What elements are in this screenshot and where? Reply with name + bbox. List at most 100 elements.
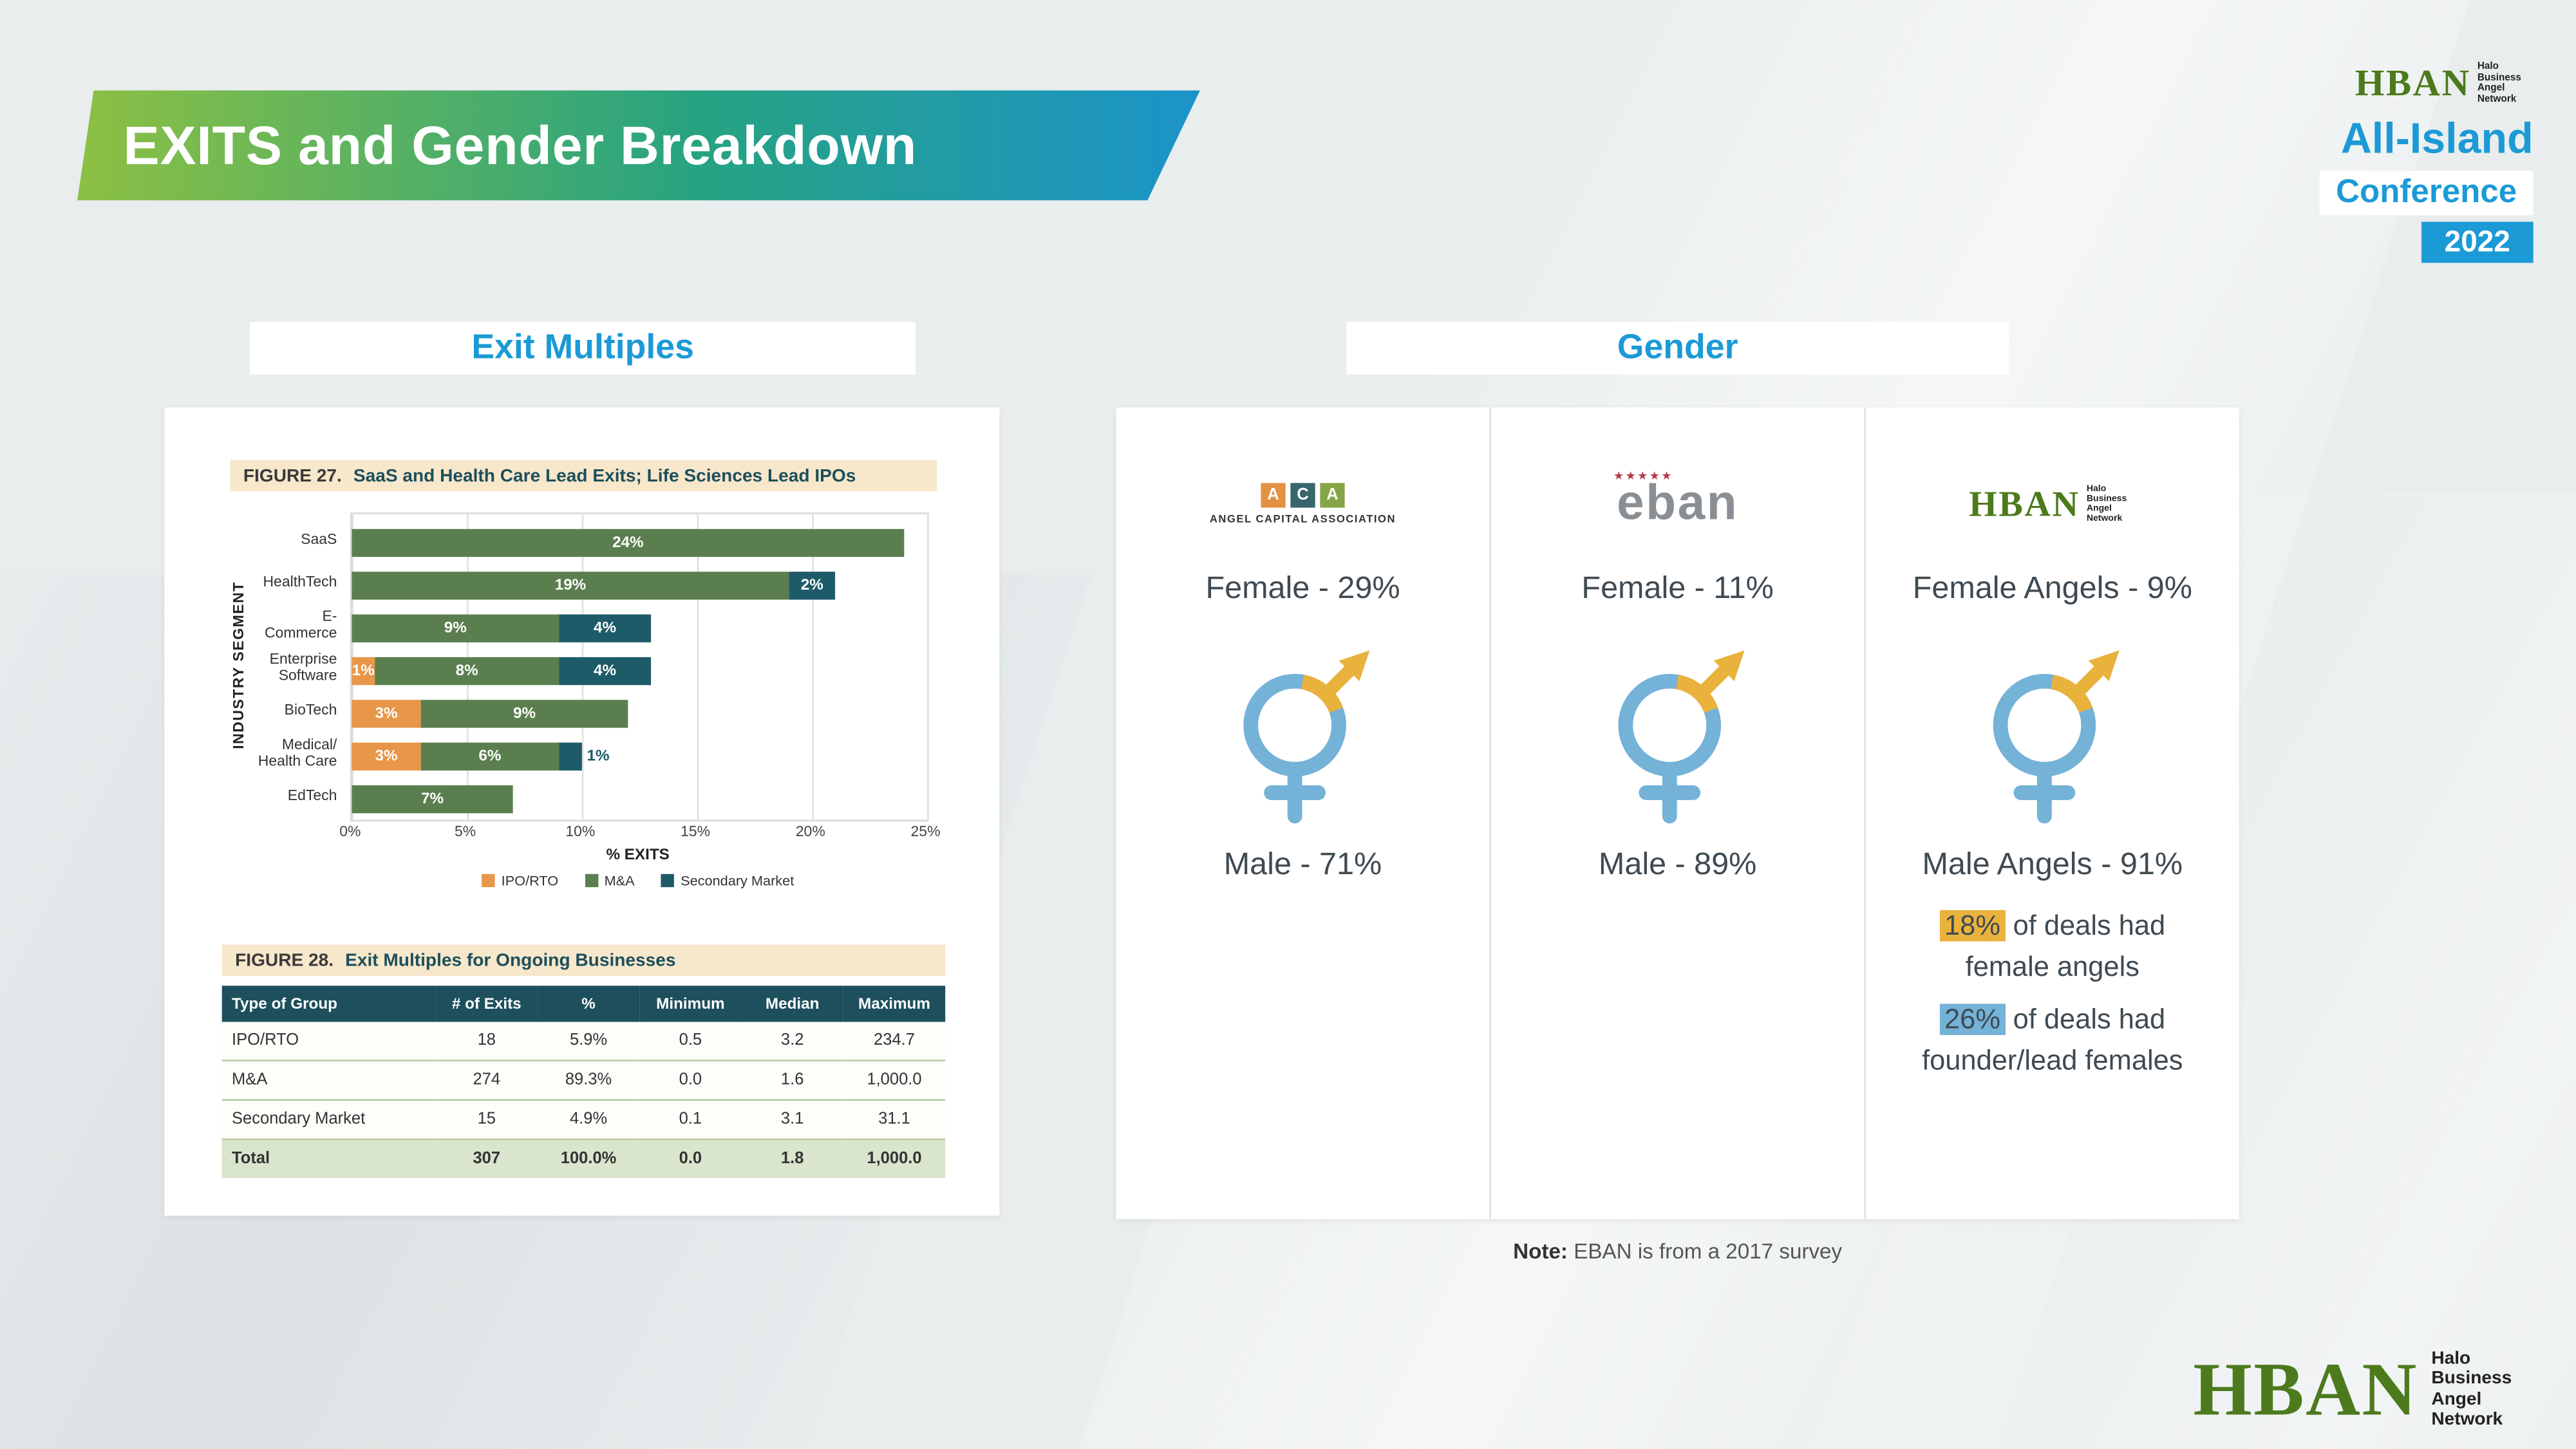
- table-cell: 89.3%: [537, 1060, 640, 1101]
- note-label: Note:: [1513, 1239, 1568, 1264]
- aca-logo: A C A ANGEL CAPITAL ASSOCIATION: [1116, 453, 1490, 555]
- exit-multiples-card: FIGURE 27. SaaS and Health Care Lead Exi…: [164, 407, 1000, 1216]
- gender-column-hban: HBAN Halo Business Angel Network Female …: [1866, 407, 2239, 1219]
- stat-founder-lead-females: 26% of deals had founder/lead females: [1866, 1001, 2239, 1082]
- table-cell: 0.0: [639, 1060, 742, 1101]
- female-share-label: Female Angels - 9%: [1912, 572, 2192, 606]
- table-cell: 3.2: [741, 1022, 843, 1061]
- stat-highlight: 26%: [1939, 1004, 2006, 1036]
- eban-stars-icon: ★★★★★: [1613, 471, 1673, 483]
- stat-text: founder/lead females: [1922, 1044, 2183, 1076]
- hban-logo-top: HBAN Halo Business Angel Network: [2355, 62, 2534, 107]
- bar-segment-label: 2%: [800, 575, 823, 594]
- deal-stats: 18% of deals had female angels 26% of de…: [1866, 907, 2239, 1082]
- gender-symbol-icon: [1243, 650, 1369, 824]
- legend-item: M&A: [584, 872, 635, 889]
- hban-logo-text: HBAN: [2193, 1347, 2418, 1431]
- table-cell: IPO/RTO: [221, 1022, 436, 1061]
- stat-female-angels: 18% of deals had female angels: [1866, 907, 2239, 988]
- aca-logo-letter: A: [1261, 483, 1286, 508]
- x-tick-label: 15%: [681, 823, 711, 840]
- table-cell: 1,000.0: [843, 1138, 946, 1178]
- chart-row: 19% 2%: [352, 563, 927, 606]
- eban-logo-wrap: ★★★★★ eban: [1613, 471, 1738, 529]
- industry-segment-axis-label: INDUSTRY SEGMENT: [230, 581, 247, 749]
- x-tick-label: 25%: [910, 823, 941, 840]
- symbol-circle: [1243, 673, 1346, 777]
- gender-symbol-icon: [1992, 650, 2119, 824]
- gender-column-aca: A C A ANGEL CAPITAL ASSOCIATION Female -…: [1116, 407, 1490, 1219]
- legend-item: IPO/RTO: [482, 872, 558, 889]
- page-title: EXITS and Gender Breakdown: [123, 114, 917, 175]
- stat-text: of deals had: [2005, 1004, 2166, 1036]
- table-cell: 274: [435, 1060, 538, 1101]
- table-cell: Total: [221, 1138, 436, 1178]
- bar-segment-label: 8%: [455, 661, 478, 680]
- aca-logo-letter: C: [1290, 483, 1315, 508]
- male-arrow: [2069, 660, 2109, 700]
- all-island-label: All-Island: [2340, 113, 2534, 163]
- hban-conference-branding: HBAN Halo Business Angel Network All-Isl…: [2319, 62, 2534, 263]
- category-label: Medical/ Health Care: [258, 736, 337, 769]
- bar-segment-label: 24%: [612, 533, 644, 552]
- figure28-title: Exit Multiples for Ongoing Businesses: [340, 950, 676, 971]
- category-labels: SaaS HealthTech E-Commerce Enterprise Softw…: [256, 512, 345, 818]
- legend-label: IPO/RTO: [501, 872, 559, 889]
- legend: IPO/RTO M&A Secondary Market: [309, 872, 966, 889]
- table-cell: 4.9%: [537, 1099, 640, 1141]
- symbol-circle: [1617, 673, 1720, 777]
- x-tick-label: 0%: [339, 823, 361, 840]
- table-header-cell: Maximum: [843, 986, 946, 1022]
- hban-logo-subtext: Halo Business Angel Network: [2086, 484, 2127, 525]
- section-title-exit-multiples: Exit Multiples: [471, 328, 694, 367]
- bar-segment-label: 9%: [444, 618, 467, 637]
- bar-segment: 1%: [352, 656, 375, 684]
- aca-logo-letter: A: [1320, 483, 1345, 508]
- chart-row: 9% 4%: [352, 606, 927, 649]
- figure28-header: FIGURE 28. Exit Multiples for Ongoing Bu…: [221, 944, 946, 977]
- aca-logo-subtext: ANGEL CAPITAL ASSOCIATION: [1209, 514, 1396, 526]
- x-tick-label: 20%: [795, 823, 825, 840]
- bar-segment-label: 1%: [587, 746, 610, 765]
- table-cell: 307: [435, 1138, 538, 1178]
- table-cell: 1.6: [741, 1060, 843, 1101]
- legend-swatch: [482, 874, 495, 888]
- table-cell: 31.1: [843, 1099, 946, 1141]
- gender-symbol-icon: [1617, 650, 1744, 824]
- table-cell: 3.1: [741, 1099, 843, 1141]
- gender-column-eban: ★★★★★ eban Female - 11% Male - 89%: [1489, 407, 1866, 1219]
- category-label: BioTech: [284, 702, 337, 718]
- bar-segment-label: 3%: [375, 746, 398, 765]
- table-header-cell: Minimum: [639, 986, 742, 1022]
- bar-chart-plot: 24% 19% 2% 9% 4% 1% 8% 4% 3% 9% 3% 6% 1% 7%: [350, 512, 929, 822]
- category-label: SaaS: [301, 530, 337, 548]
- gridline: [812, 514, 814, 820]
- bar-segment-label: 19%: [554, 575, 587, 594]
- hban-logo: HBAN Halo Business Angel Network: [1866, 453, 2239, 555]
- bar-segment: 9%: [352, 613, 559, 642]
- section-header-exit-multiples: Exit Multiples: [250, 322, 916, 375]
- bar-segment-label: 4%: [594, 661, 617, 680]
- hban-logo-row: HBAN Halo Business Angel Network: [1969, 483, 2136, 525]
- table-row: Total 307 100.0% 0.0 1.8 1,000.0: [221, 1138, 946, 1178]
- year-label: 2022: [2421, 221, 2534, 263]
- bar-segment-label: 1%: [352, 661, 375, 680]
- bar-segment-label: 4%: [594, 618, 617, 637]
- exit-table-body: IPO/RTO 18 5.9% 0.5 3.2 234.7 M&A 274 89.3% 0.0 1.…: [221, 1022, 946, 1178]
- table-cell: 100.0%: [537, 1138, 640, 1178]
- title-banner: EXITS and Gender Breakdown: [77, 90, 1200, 200]
- note: Note: EBAN is from a 2017 survey: [1116, 1239, 2239, 1263]
- symbol-circle: [1992, 673, 2095, 777]
- table-cell: M&A: [221, 1060, 436, 1101]
- note-text: EBAN is from a 2017 survey: [1567, 1239, 1843, 1264]
- table-row: Secondary Market 15 4.9% 0.1 3.1 31.1: [221, 1099, 946, 1141]
- bar-segment: 7%: [352, 784, 513, 813]
- stat-highlight: 18%: [1939, 910, 2006, 942]
- bar-segment-label: 9%: [512, 704, 536, 722]
- chart-row: 24%: [352, 521, 927, 563]
- table-cell: 234.7: [843, 1022, 946, 1061]
- section-title-gender: Gender: [1617, 328, 1738, 367]
- x-tick-label: 5%: [454, 823, 476, 840]
- male-share-label: Male - 89%: [1598, 847, 1757, 883]
- female-share-label: Female - 29%: [1205, 572, 1400, 606]
